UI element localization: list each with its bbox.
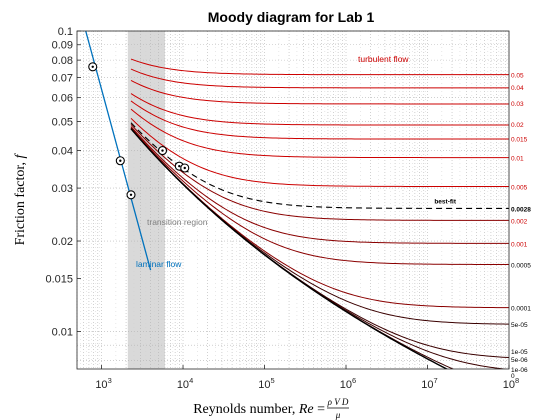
roughness-label-12: 1e-05: [511, 349, 528, 356]
roughness-label-11: 5e-05: [511, 322, 528, 329]
turbulent-flow-label: turbulent flow: [358, 54, 409, 64]
curve-layer: [85, 31, 509, 369]
data-point-dot: [91, 65, 94, 69]
plot-frame: [76, 30, 510, 370]
svg-text:Reynolds number, Re =: Reynolds number, Re =: [193, 402, 325, 417]
roughness-label-7: 0.002: [511, 219, 528, 226]
roughness-label-10: 0.0001: [511, 306, 531, 313]
roughness-label-6: 0.005: [511, 184, 528, 191]
roughness-curve-4: [130, 100, 509, 140]
roughness-curve-3: [130, 93, 509, 126]
roughness-label-0: 0.05: [511, 73, 524, 80]
roughness-curve-6: [130, 117, 509, 188]
transition-region-label: transition region: [147, 217, 208, 227]
data-point-0: [88, 62, 98, 72]
data-point-5: [180, 163, 190, 173]
data-point-dot: [183, 166, 186, 170]
laminar-label: laminar flow: [136, 259, 182, 269]
y-tick-label-10: 0.01: [52, 326, 73, 338]
svg-text:Friction factor, f: Friction factor, f: [13, 152, 28, 245]
y-axis-label: Friction factor, f: [13, 152, 28, 245]
roughness-label-8: 0.001: [511, 242, 528, 249]
roughness-label-14: 1e-06: [511, 367, 528, 374]
roughness-label-3: 0.02: [511, 122, 524, 129]
x-tick-label-0: 103: [95, 376, 111, 391]
data-point-dot: [129, 193, 133, 196]
roughness-label-2: 0.03: [511, 101, 524, 108]
data-point-2: [126, 190, 136, 200]
x-axis-label-var: Re: [298, 402, 314, 417]
y-tick-label-8: 0.02: [52, 236, 73, 248]
grid-layer: [76, 30, 510, 369]
roughness-curve-1: [130, 68, 509, 89]
roughness-label-15: 0: [511, 373, 515, 380]
roughness-label-13: 5e-06: [511, 357, 528, 364]
data-point-dot: [161, 149, 164, 152]
roughness-curve-0: [130, 58, 509, 76]
roughness-curve-5: [130, 108, 509, 159]
y-tick-label-4: 0.06: [52, 93, 73, 105]
data-point-dot: [178, 164, 181, 168]
x-axis-label-eq: =: [314, 402, 326, 417]
x-tick-label-4: 107: [421, 376, 437, 391]
roughness-label-9: 0.0005: [511, 263, 531, 270]
best-fit-label: best-fit: [434, 198, 457, 205]
x-tick-label-5: 108: [503, 376, 519, 391]
data-point-3: [157, 146, 168, 156]
y-tick-label-7: 0.03: [52, 183, 73, 195]
best-fit-curve: [130, 122, 509, 210]
y-tick-label-1: 0.09: [52, 40, 73, 52]
y-axis-label-var: f: [13, 152, 28, 158]
x-axis-label: Reynolds number, Re = ρ V D μ: [193, 397, 349, 420]
y-tick-label-9: 0.015: [45, 274, 73, 286]
roughness-label-1: 0.04: [511, 85, 524, 92]
roughness-curve-7: [130, 124, 509, 221]
y-tick-label-0: 0.1: [58, 26, 73, 38]
y-tick-label-5: 0.05: [52, 116, 73, 128]
points-layer: [88, 62, 190, 200]
best-fit-roughness-label: 0.0028: [511, 206, 531, 213]
x-axis-label-text: Reynolds number,: [193, 402, 299, 417]
data-point-1: [115, 156, 125, 166]
y-tick-label-6: 0.04: [52, 146, 73, 158]
y-tick-label-2: 0.08: [52, 55, 73, 67]
y-axis-label-text: Friction factor,: [13, 158, 28, 245]
roughness-curve-2: [130, 79, 509, 105]
label-layer: 0.05 0.04 0.03 0.02 0.015 0.01 0.005 0.002 0.001…: [136, 54, 531, 380]
roughness-label-4: 0.015: [511, 137, 528, 144]
chart-title: Moody diagram for Lab 1: [208, 9, 375, 25]
y-tick-label-3: 0.07: [52, 73, 73, 85]
roughness-curve-8: [130, 126, 509, 244]
x-tick-label-3: 106: [340, 376, 356, 391]
roughness-curve-9: [130, 127, 509, 266]
x-axis-label-denominator: μ: [335, 410, 341, 420]
x-tick-label-1: 104: [177, 376, 193, 391]
data-point-dot: [119, 159, 122, 162]
axis-layer: 103 104 105 106 107 108 0.1 0.09 0.08 0.07 0.06 0.0…: [45, 26, 519, 391]
roughness-label-5: 0.01: [511, 156, 524, 163]
x-tick-label-2: 105: [258, 376, 274, 391]
x-axis-label-numerator: ρ V D: [327, 397, 349, 407]
